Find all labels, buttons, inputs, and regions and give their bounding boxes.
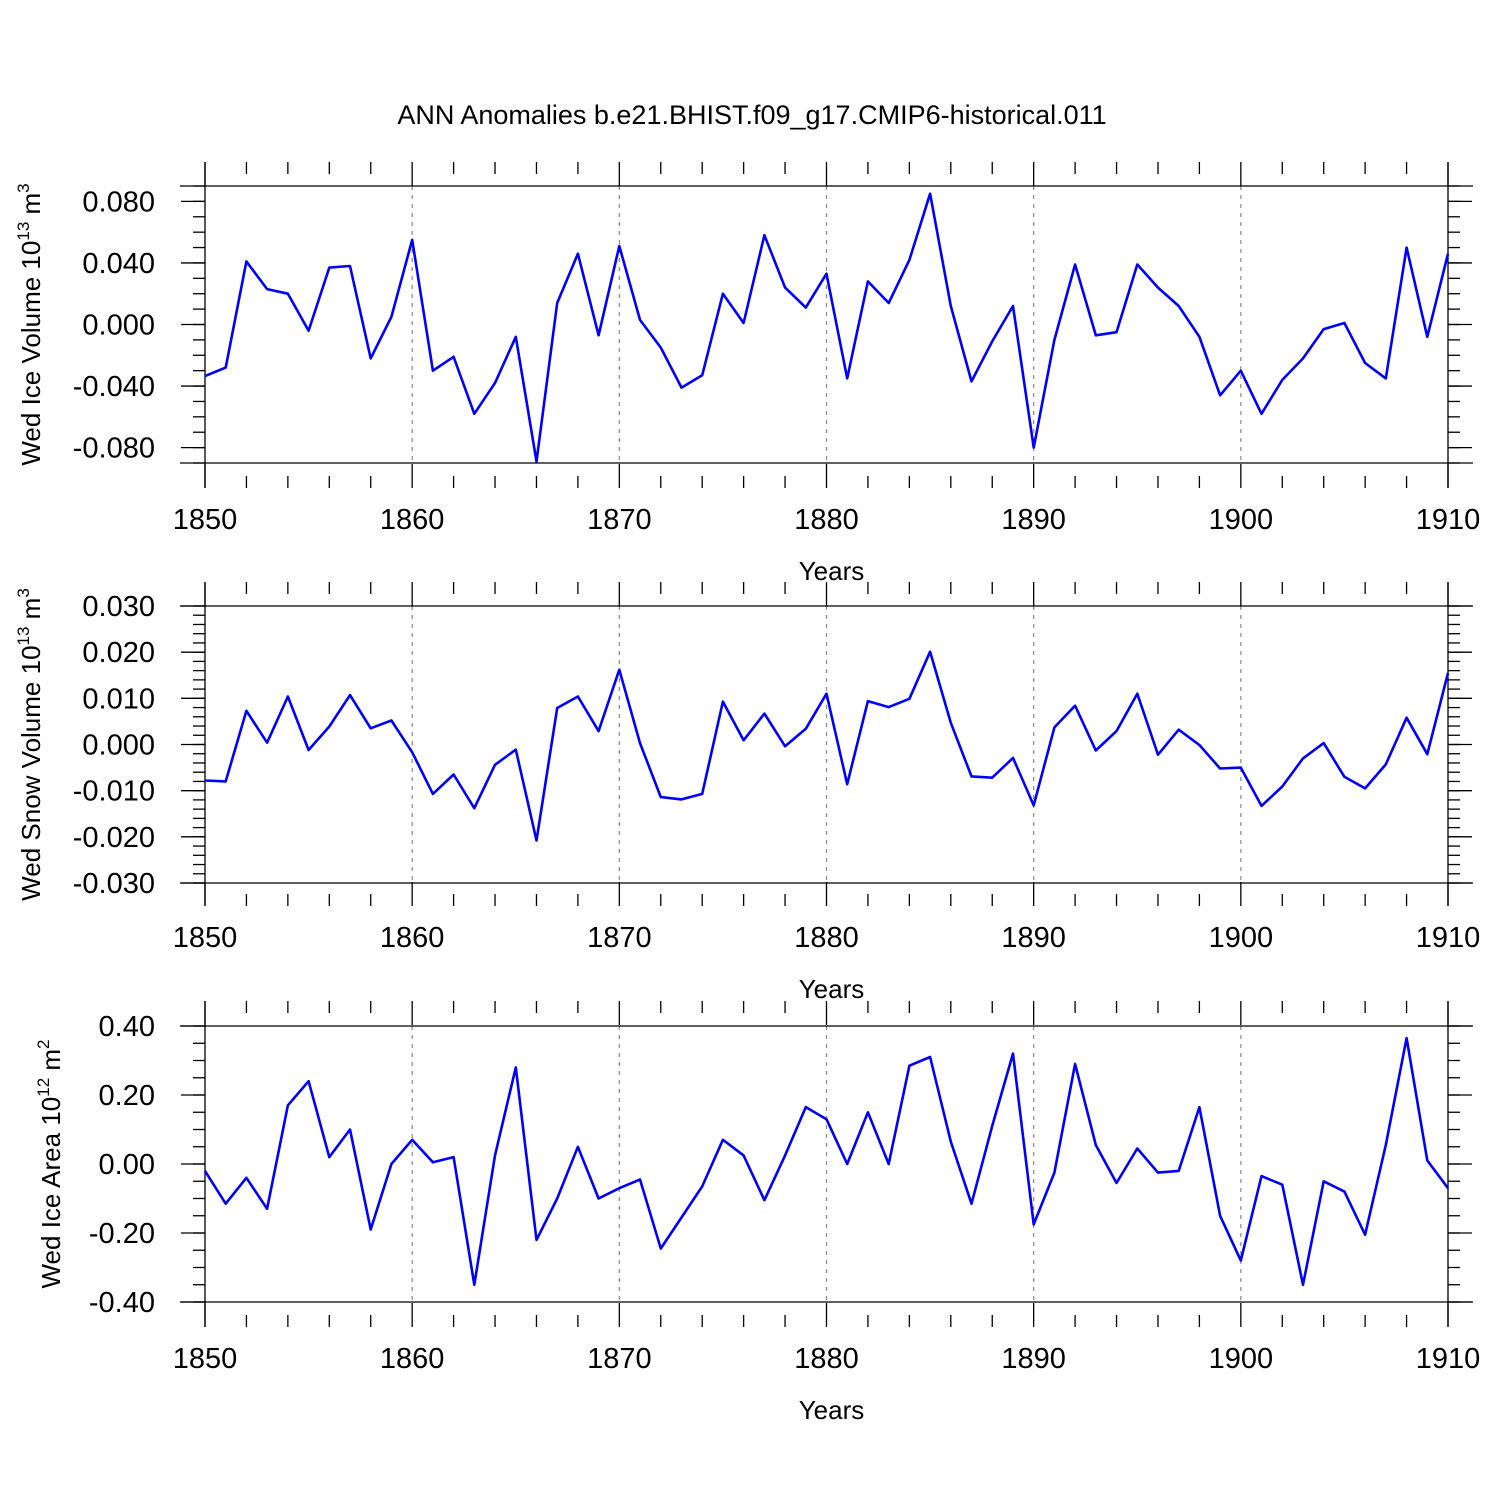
- y-axis-label: Wed Snow Volume 1013 m3: [14, 588, 46, 901]
- x-tick-label: 1870: [587, 504, 652, 536]
- y-tick-label: -0.20: [89, 1218, 155, 1250]
- y-tick-label: 0.030: [82, 591, 155, 623]
- x-tick-label: 1880: [794, 922, 859, 954]
- x-tick-label: 1860: [380, 1343, 445, 1375]
- y-axis-label-text: Wed Snow Volume 10: [16, 645, 46, 900]
- y-tick-label: -0.020: [73, 822, 155, 854]
- y-tick-label: -0.030: [73, 868, 155, 900]
- y-tick-label: 0.080: [82, 186, 155, 218]
- panels: 1850 1860 1870 1880 1890 1900 1910 0.080 0.040 0.…: [14, 162, 1480, 1425]
- x-tick-label: 1880: [794, 1343, 859, 1375]
- x-tick-label: 1900: [1209, 922, 1274, 954]
- y-tick-label: 0.040: [82, 248, 155, 280]
- x-tick-label: 1850: [173, 922, 238, 954]
- x-tick-label: 1890: [1001, 504, 1066, 536]
- y-tick-label: -0.080: [73, 433, 155, 465]
- panel-3: 1850 1860 1870 1880 1890 1900 1910 0.40 0.20 0.00…: [34, 1001, 1480, 1425]
- x-tick-label: 1890: [1001, 1343, 1066, 1375]
- y-tick-label: 0.00: [99, 1149, 155, 1181]
- y-axis-label: Wed Ice Volume 1013 m3: [14, 183, 46, 465]
- y-tick-label: 0.20: [99, 1080, 155, 1112]
- x-tick-label: 1880: [794, 504, 859, 536]
- x-tick-label: 1870: [587, 1343, 652, 1375]
- y-axis-label-unit: m: [16, 193, 46, 222]
- x-tick-label: 1910: [1416, 504, 1481, 536]
- y-axis-label-unit: m: [16, 598, 46, 627]
- x-tick-label: 1910: [1416, 1343, 1481, 1375]
- y-axis-label-exponent: 13: [14, 222, 33, 241]
- x-tick-label: 1900: [1209, 1343, 1274, 1375]
- y-tick-label: 0.000: [82, 730, 155, 762]
- y-tick-label: 0.010: [82, 683, 155, 715]
- x-tick-label: 1900: [1209, 504, 1274, 536]
- y-tick-label: 0.020: [82, 637, 155, 669]
- x-tick-label: 1860: [380, 504, 445, 536]
- y-axis-label-text: Wed Ice Volume 10: [16, 241, 46, 466]
- series-line: [204, 650, 1450, 842]
- x-tick-label: 1870: [587, 922, 652, 954]
- series-line: [204, 192, 1450, 463]
- panel-1: 1850 1860 1870 1880 1890 1900 1910 0.080 0.040 0.…: [14, 162, 1480, 586]
- y-axis-label-exponent: 12: [34, 1078, 53, 1097]
- x-tick-label: 1850: [173, 504, 238, 536]
- y-tick-label: 0.40: [99, 1011, 155, 1043]
- panel-2: 1850 1860 1870 1880 1890 1900 1910 0.030 0.020 0.…: [14, 582, 1480, 1004]
- x-axis-label: Years: [799, 556, 865, 586]
- x-tick-label: 1860: [380, 922, 445, 954]
- x-axis-label: Years: [799, 1395, 865, 1425]
- x-axis-label: Years: [799, 974, 865, 1004]
- x-tick-label: 1910: [1416, 922, 1481, 954]
- series-line: [203, 1036, 1450, 1287]
- x-tick-label: 1890: [1001, 922, 1066, 954]
- y-axis-label-exponent: 13: [14, 627, 33, 646]
- y-axis-label: Wed Ice Area 1012 m2: [34, 1039, 66, 1288]
- y-tick-label: -0.40: [89, 1287, 155, 1319]
- y-axis-label-unit-exponent: 3: [14, 588, 33, 597]
- y-axis-label-unit-exponent: 2: [34, 1039, 53, 1048]
- y-axis-label-unit-exponent: 3: [14, 183, 33, 192]
- y-tick-label: -0.010: [73, 776, 155, 808]
- y-axis-label-text: Wed Ice Area 10: [36, 1097, 66, 1289]
- x-tick-label: 1850: [173, 1343, 238, 1375]
- y-tick-label: 0.000: [82, 310, 155, 342]
- figure-title: ANN Anomalies b.e21.BHIST.f09_g17.CMIP6-…: [397, 100, 1106, 130]
- y-tick-label: -0.040: [73, 371, 155, 403]
- y-axis-label-unit: m: [36, 1049, 66, 1078]
